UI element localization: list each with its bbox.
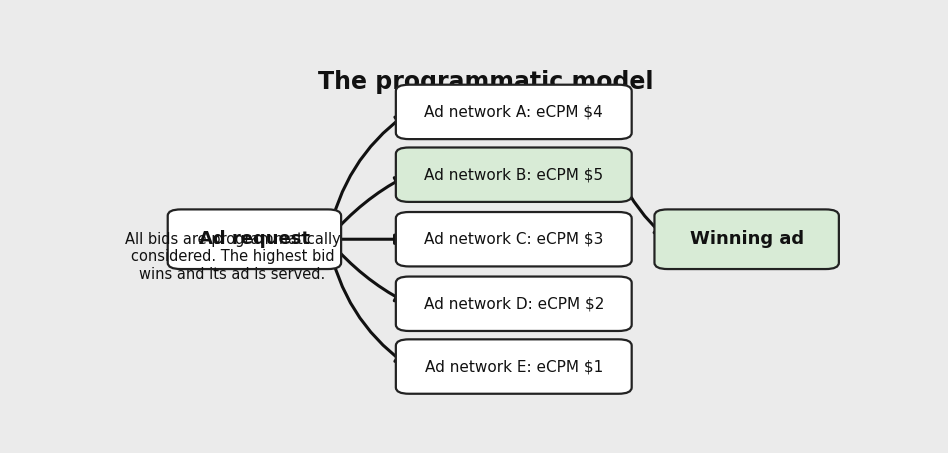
- Text: Ad network E: eCPM $1: Ad network E: eCPM $1: [425, 359, 603, 374]
- Text: All bids are programmatically
considered. The highest bid
wins and its ad is ser: All bids are programmatically considered…: [124, 232, 340, 282]
- Text: Ad network D: eCPM $2: Ad network D: eCPM $2: [424, 296, 604, 311]
- FancyBboxPatch shape: [168, 209, 341, 269]
- Text: The programmatic model: The programmatic model: [319, 70, 653, 94]
- Text: Ad network A: eCPM $4: Ad network A: eCPM $4: [425, 104, 603, 120]
- FancyBboxPatch shape: [396, 212, 631, 266]
- FancyBboxPatch shape: [396, 276, 631, 331]
- FancyBboxPatch shape: [396, 339, 631, 394]
- FancyBboxPatch shape: [396, 148, 631, 202]
- Text: Ad request: Ad request: [199, 230, 310, 248]
- FancyBboxPatch shape: [396, 85, 631, 139]
- Text: Winning ad: Winning ad: [689, 230, 804, 248]
- FancyBboxPatch shape: [654, 209, 839, 269]
- Text: Ad network B: eCPM $5: Ad network B: eCPM $5: [424, 167, 603, 182]
- Text: Ad network C: eCPM $3: Ad network C: eCPM $3: [424, 232, 604, 247]
